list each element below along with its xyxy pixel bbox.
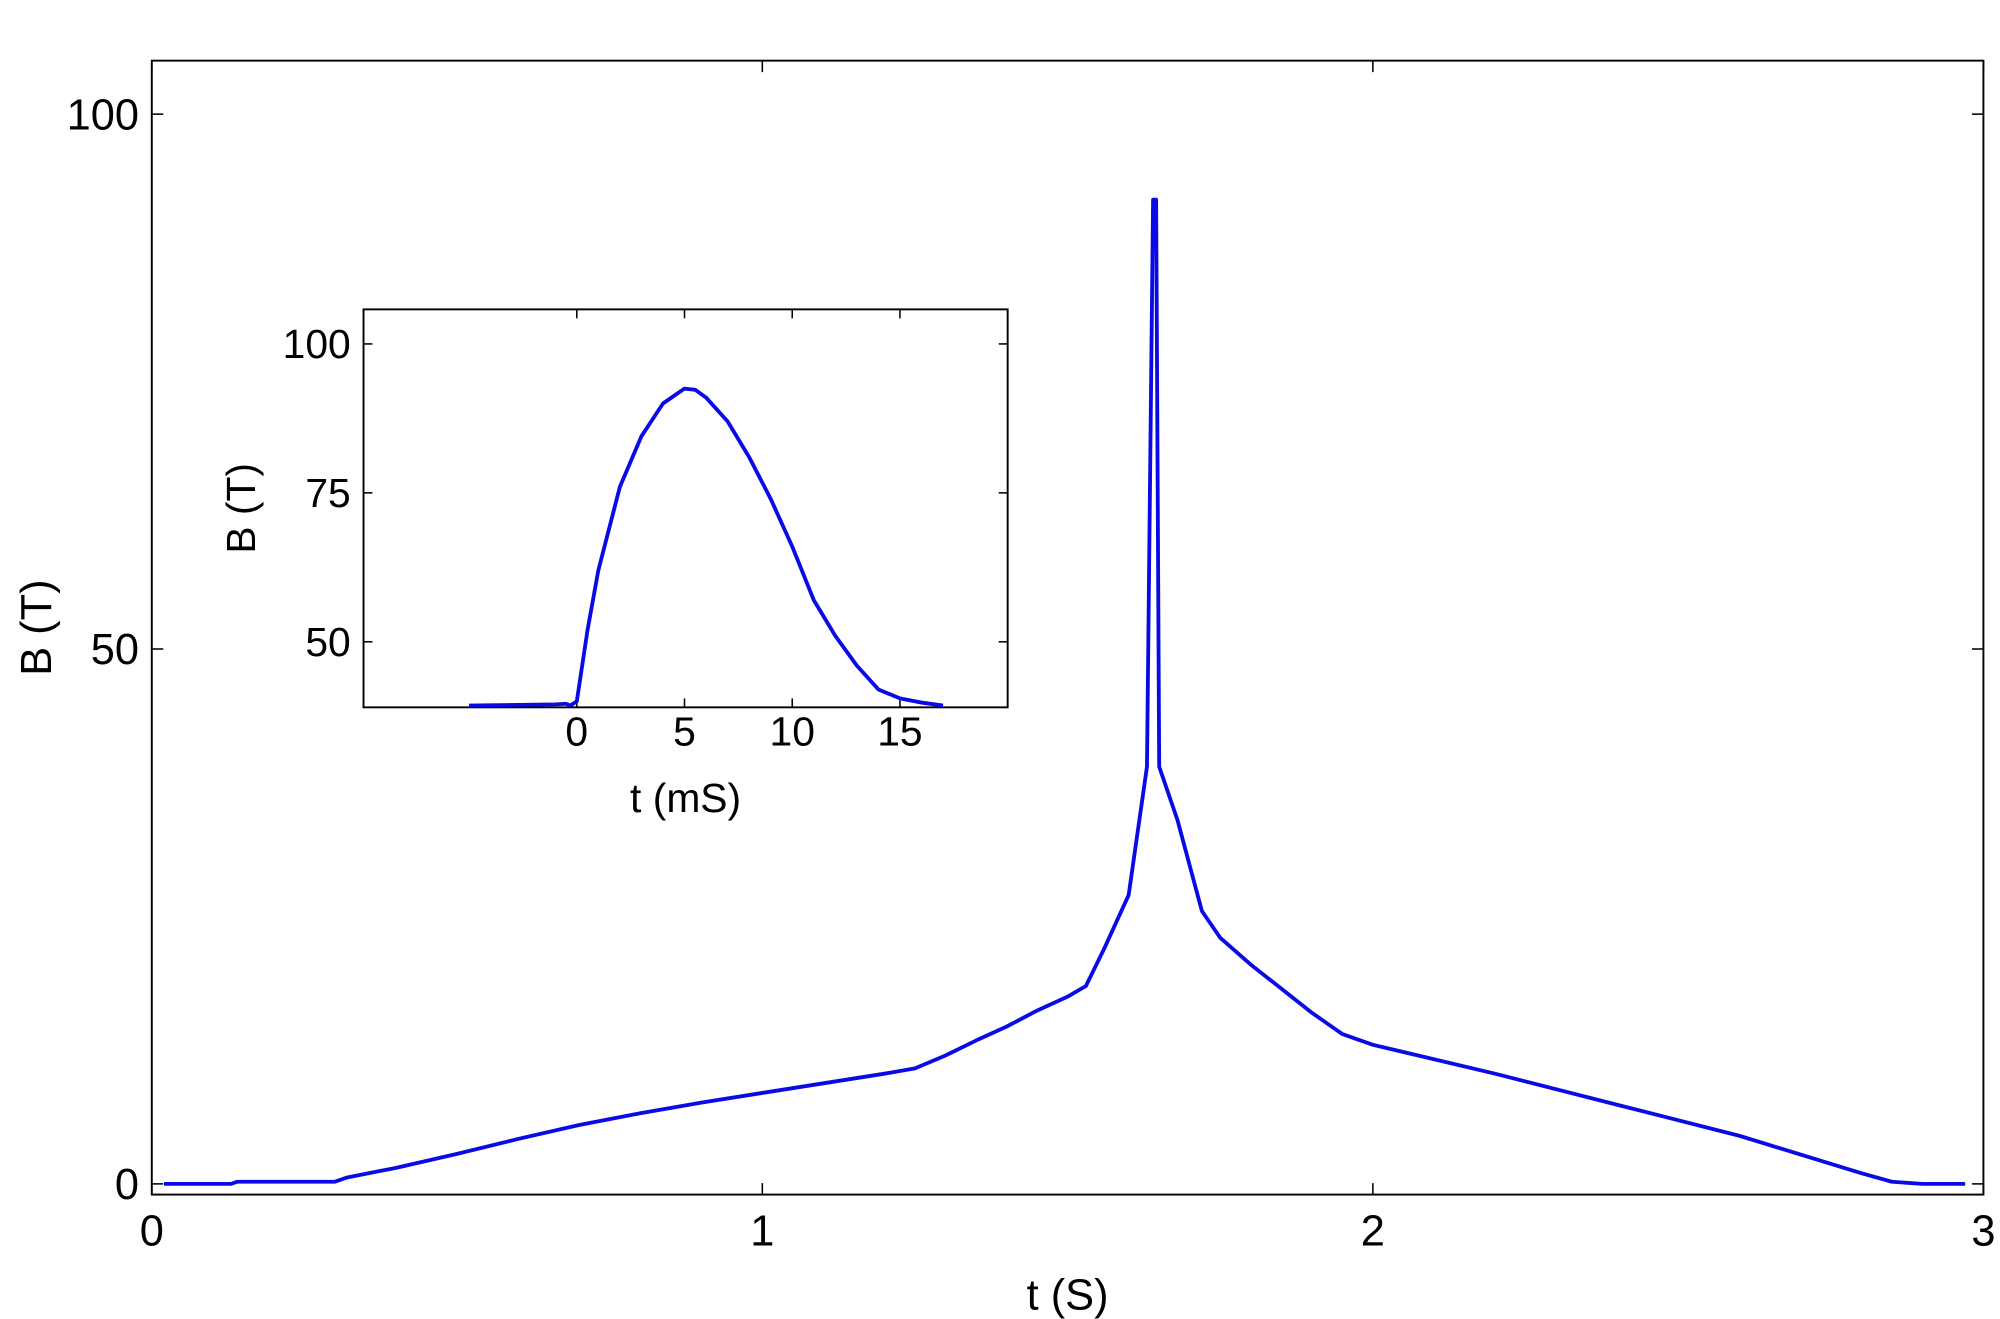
x-tick-label: 3 [1971, 1208, 1995, 1256]
y-axis-label: B (T) [13, 579, 61, 675]
y-tick-label: 100 [67, 91, 139, 139]
x-axis-label: t (S) [1027, 1271, 1109, 1319]
x-tick-label: 5 [673, 709, 696, 755]
y-tick-label: 75 [305, 470, 350, 516]
y-tick-label: 0 [115, 1161, 139, 1209]
x-tick-label: 1 [750, 1208, 774, 1256]
data-line [469, 386, 944, 708]
x-axis-label: t (mS) [630, 775, 741, 821]
y-tick-label: 50 [305, 619, 350, 665]
y-tick-label: 50 [91, 626, 139, 674]
plot-frame [362, 308, 1009, 709]
x-tick-label: 0 [565, 709, 588, 755]
x-tick-label: 15 [877, 709, 922, 755]
x-tick-label: 10 [770, 709, 815, 755]
data-line [163, 197, 1966, 1186]
y-tick-label: 100 [283, 321, 351, 367]
y-axis-label: B (T) [218, 463, 264, 554]
x-tick-label: 0 [140, 1208, 164, 1256]
x-tick-label: 2 [1361, 1208, 1385, 1256]
